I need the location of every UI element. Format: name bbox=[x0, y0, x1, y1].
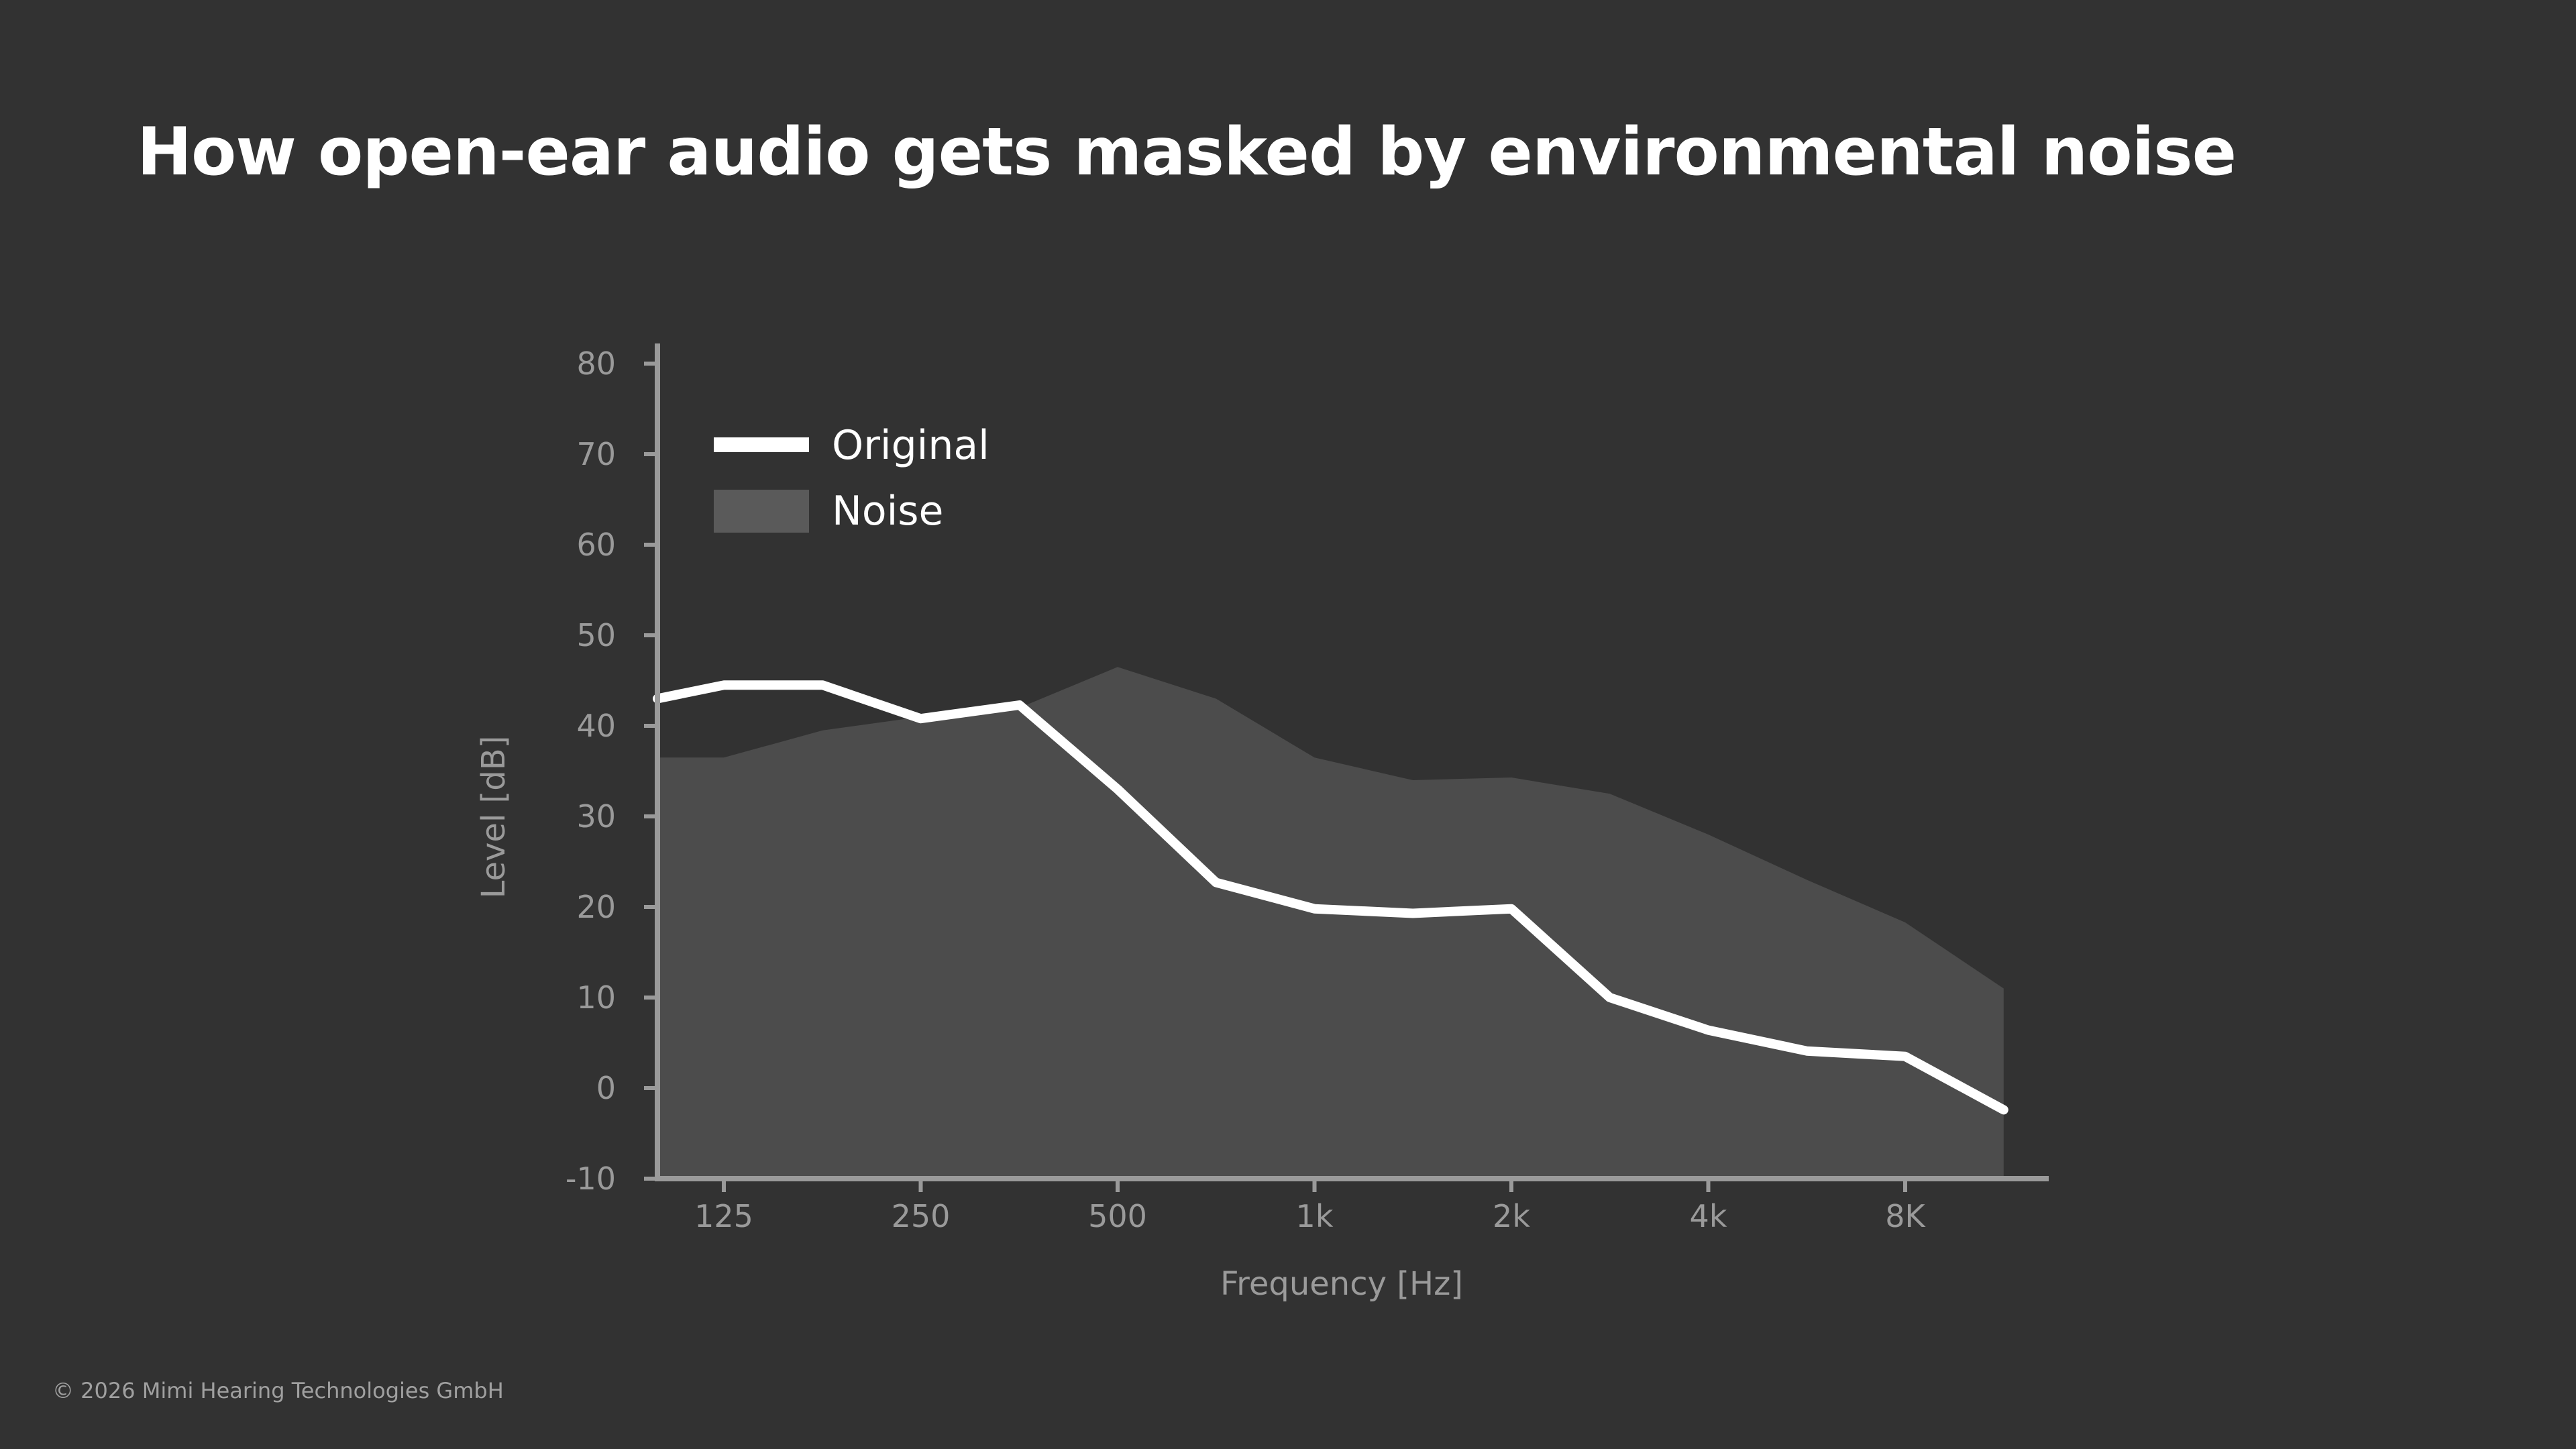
x-ticks: 125 250 500 1k 2k 4k 8K bbox=[694, 1179, 1927, 1234]
y-tick-label: 80 bbox=[576, 345, 616, 382]
axes bbox=[655, 343, 2049, 1181]
y-tick-label: 10 bbox=[576, 979, 616, 1016]
original-line bbox=[653, 680, 2008, 1115]
y-ticks: -10 0 10 20 30 40 50 60 70 80 bbox=[566, 345, 657, 1197]
y-tick-label: 50 bbox=[576, 617, 616, 653]
y-tick-label: 30 bbox=[576, 798, 616, 835]
x-tick-label: 1k bbox=[1296, 1198, 1334, 1234]
legend-noise-label: Noise bbox=[832, 488, 943, 535]
copyright-footer: © 2026 Mimi Hearing Technologies GmbH bbox=[52, 1378, 504, 1403]
y-tick-label: -10 bbox=[566, 1161, 616, 1197]
y-tick-label: 60 bbox=[576, 527, 616, 563]
x-tick-label: 250 bbox=[892, 1198, 951, 1234]
legend-original-label: Original bbox=[832, 422, 989, 469]
page-title: How open-ear audio gets masked by enviro… bbox=[137, 114, 2237, 191]
x-axis-label: Frequency [Hz] bbox=[1220, 1265, 1463, 1303]
y-tick-label: 20 bbox=[576, 889, 616, 925]
noise-area bbox=[657, 667, 2004, 1179]
x-tick-label: 125 bbox=[694, 1198, 753, 1234]
x-tick-label: 8K bbox=[1885, 1198, 1926, 1234]
legend: Original Noise bbox=[714, 422, 989, 535]
y-tick-label: 0 bbox=[596, 1070, 616, 1106]
legend-original-swatch bbox=[714, 437, 809, 452]
y-tick-label: 70 bbox=[576, 436, 616, 472]
legend-noise-swatch bbox=[714, 490, 809, 533]
x-tick-label: 4k bbox=[1690, 1198, 1727, 1234]
x-tick-label: 500 bbox=[1088, 1198, 1147, 1234]
y-axis-label: Level [dB] bbox=[475, 736, 513, 899]
x-tick-label: 2k bbox=[1493, 1198, 1530, 1234]
y-tick-label: 40 bbox=[576, 708, 616, 744]
